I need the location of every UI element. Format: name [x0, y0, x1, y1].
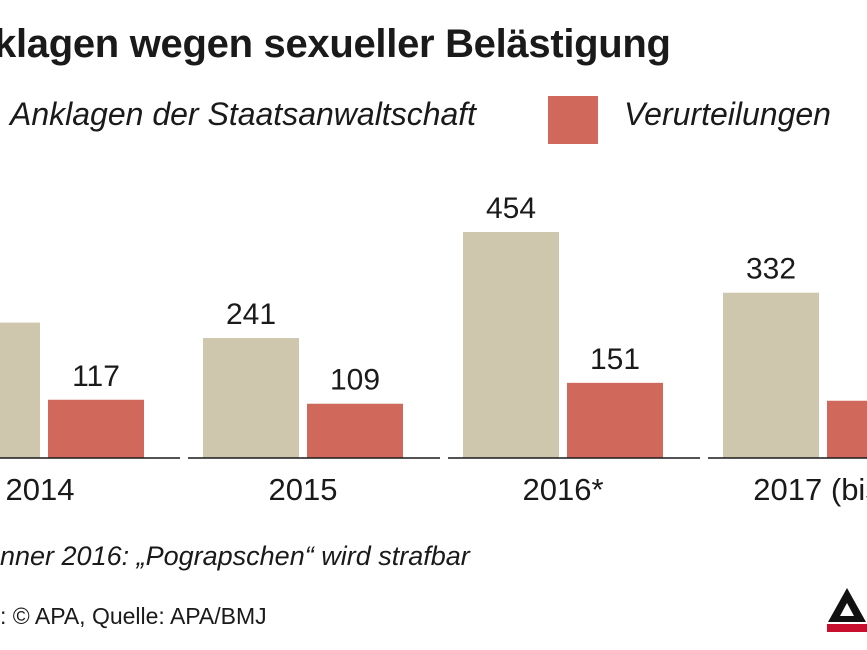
apa-logo-icon [827, 588, 867, 632]
bar-chart: 22414543321171091511201420152016*2017 (b… [0, 192, 867, 507]
x-tick-label-2: 2016* [522, 472, 603, 507]
value-label-anklagen-1: 241 [226, 298, 276, 331]
bar-verurteilungen-1 [307, 403, 403, 458]
bar-verurteilungen-3 [827, 400, 867, 458]
value-label-verurteilungen-2: 151 [590, 343, 640, 376]
x-tick-label-0: 2014 [6, 472, 75, 507]
source-credit: : © APA, Quelle: APA/BMJ [0, 603, 267, 629]
bar-verurteilungen-0 [48, 399, 144, 458]
legend-swatch-verurteilungen [548, 96, 598, 144]
bar-verurteilungen-2 [567, 382, 663, 458]
value-label-verurteilungen-0: 117 [72, 360, 120, 393]
footnote: nner 2016: „Pograpschen“ wird strafbar [0, 541, 470, 571]
bar-anklagen-0 [0, 322, 40, 458]
bar-anklagen-1 [203, 338, 299, 458]
legend-label-verurteilungen: Verurteilungen [624, 96, 831, 132]
bar-anklagen-2 [463, 232, 559, 458]
legend-label-anklagen: Anklagen der Staatsanwaltschaft [10, 96, 477, 132]
value-label-anklagen-2: 454 [486, 192, 536, 225]
value-label-anklagen-3: 332 [746, 253, 796, 286]
x-tick-label-3: 2017 (bis 1 [753, 472, 867, 507]
value-label-verurteilungen-1: 109 [330, 364, 380, 397]
chart-title: klagen wegen sexueller Belästigung [0, 22, 671, 66]
bar-anklagen-3 [723, 292, 819, 458]
x-tick-label-1: 2015 [269, 472, 338, 507]
